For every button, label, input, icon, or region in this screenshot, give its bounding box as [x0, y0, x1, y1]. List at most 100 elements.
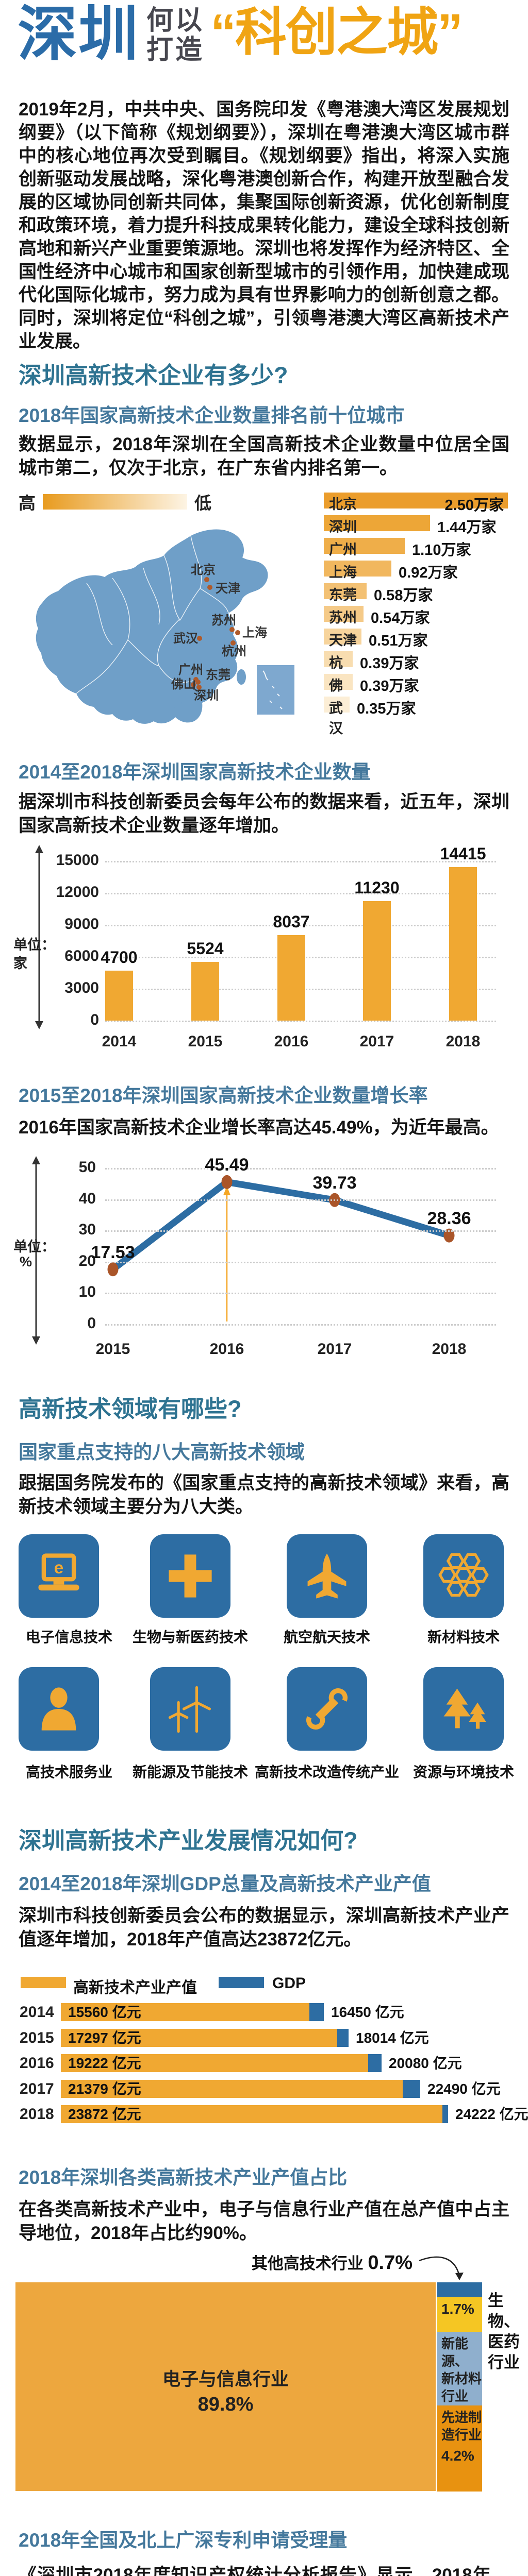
x-axis-label: 2017 — [359, 1033, 394, 1050]
output-bar — [61, 2029, 337, 2047]
body-patent-bubbles: 《深圳市2018年度知识产权统计分析报告》显示，2018年，深圳专利申请量在全国… — [19, 2565, 509, 2576]
y-tick-label: 20 — [78, 1252, 96, 1269]
top10-row: 苏州 0.54万家 — [324, 606, 528, 626]
sub-heading-enterprise-count: 2014至2018年深圳国家高新技术企业数量 — [19, 761, 371, 783]
segment-value: 1.7% — [441, 2301, 474, 2317]
field-label: 资源与环境技术 — [412, 1764, 514, 1780]
gdp-output-bar-chart: 2014 15560 亿元 16450 亿元 2015 17297 亿元 18014 亿元… — [0, 2003, 528, 2137]
unit-label-line2: 家 — [13, 956, 27, 971]
city-dot-label: 上海 — [242, 625, 267, 640]
city-dot-label: 东莞 — [206, 668, 230, 682]
field-tile-aerospace — [287, 1534, 367, 1618]
city-dot — [235, 630, 240, 635]
field-label: 生物与新医药技术 — [132, 1629, 248, 1645]
sub-heading-top10-cities: 2018年国家高新技术企业数量排名前十位城市 — [19, 405, 405, 426]
bar-value-label: 4700 — [101, 948, 138, 967]
growth-rate-line-chart: 单位： % 0 10 20 30 40 50 17.53 2015 45.49 2016 39.73… — [0, 1149, 528, 1360]
field-label: 新能源及节能技术 — [132, 1764, 248, 1780]
top10-bar: 武汉 — [324, 697, 350, 736]
y-tick-label: 10 — [78, 1283, 96, 1301]
bar-value-label: 11230 — [354, 878, 400, 897]
x-axis-label: 2015 — [188, 1033, 223, 1050]
title-kechuang-zhicheng: “科创之城” — [210, 4, 463, 61]
gridline — [105, 925, 496, 926]
city-dot-label: 广州 — [178, 663, 203, 677]
city-label: 武汉 — [329, 701, 343, 736]
output-value-label: 15560 亿元 — [68, 2004, 141, 2020]
body-top10-cities: 数据显示，2018年深圳在全国高新技术企业数量中位居全国城市第二，仅次于北京，在… — [19, 434, 509, 478]
bar — [277, 935, 305, 1021]
peak-arrow-annotation — [223, 1186, 230, 1321]
medical-cross-icon — [169, 1554, 212, 1598]
sub-heading-eight-fields: 国家重点支持的八大高新技术领域 — [19, 1442, 305, 1463]
x-axis-label: 2018 — [446, 1033, 481, 1050]
gdp-bar-segment — [442, 2105, 448, 2123]
city-dot — [195, 680, 201, 685]
top10-bar: 杭州 — [324, 651, 353, 691]
treemap-main-block: 电子与信息行业 89.8% — [15, 2282, 436, 2491]
city-dot-label: 杭州 — [222, 644, 246, 658]
output-bar — [61, 2105, 442, 2123]
year-label: 2016 — [20, 2055, 54, 2072]
city-value: 0.58万家 — [374, 587, 433, 604]
city-dot-label: 北京 — [191, 563, 216, 577]
body-gdp-output: 深圳市科技创新委员会公布的数据显示，深圳高新技术产业产值逐年增加，2018年产值… — [19, 1906, 509, 1950]
field-label: 高新技术改造传统产业 — [254, 1764, 399, 1780]
field-label: 航空航天技术 — [283, 1629, 370, 1645]
output-value-label: 17297 亿元 — [68, 2030, 141, 2046]
wind-turbine-icon — [168, 1686, 211, 1733]
person-icon — [41, 1687, 76, 1731]
top10-row: 天津 0.51万家 — [324, 629, 528, 649]
city-value: 1.44万家 — [437, 519, 497, 536]
gridline — [105, 861, 496, 862]
point-value-label: 45.49 — [205, 1155, 249, 1175]
city-label: 苏州 — [329, 610, 357, 625]
field-tile-new-energy — [150, 1667, 230, 1751]
sub-heading-patent-bubbles: 2018年全国及北上广深专利申请受理量 — [19, 2530, 348, 2551]
segment-label: 先进制 造行业 — [441, 2410, 482, 2443]
city-dot — [197, 636, 202, 641]
data-point-marker — [107, 1262, 119, 1277]
body-enterprise-count: 据深圳市科技创新委员会每年公布的数据来看，近五年，深圳国家高新技术企业数量逐年增… — [19, 792, 509, 836]
output-value-label: 19222 亿元 — [68, 2055, 141, 2071]
bar-value-label: 14415 — [440, 844, 486, 863]
gridline — [105, 1293, 496, 1295]
city-dot — [191, 682, 196, 687]
sub-heading-gdp-output: 2014至2018年深圳GDP总量及高新技术产业产值 — [19, 1873, 431, 1894]
svg-text:e: e — [54, 1558, 64, 1578]
city-value: 2.50万家 — [444, 497, 504, 514]
body-output-share: 在各类高新技术产业中，电子与信息行业产值在总产值中占主导地位，2018年占比约9… — [19, 2199, 509, 2243]
treemap-main-label: 电子与信息行业 — [162, 2369, 289, 2389]
sub-heading-output-share: 2018年深圳各类高新技术产业产值占比 — [19, 2167, 348, 2188]
china-mainland-shape — [36, 529, 268, 724]
top10-bar: 深圳 — [324, 515, 430, 535]
gdp-value-label: 24222 亿元 — [455, 2106, 528, 2122]
gridline — [105, 893, 496, 894]
y-tick-label: 3000 — [64, 979, 99, 996]
gdp-value-label: 20080 亿元 — [389, 2055, 462, 2071]
aircraft-icon — [307, 1553, 346, 1599]
annotation-bio-pharma: 生物、 医药 行业 — [488, 2292, 520, 2371]
gridline — [105, 1021, 496, 1022]
south-china-sea-inset — [257, 665, 294, 715]
gridline — [105, 1261, 496, 1263]
gdp-value-label: 18014 亿元 — [356, 2030, 429, 2046]
top10-bar: 苏州 — [324, 606, 364, 625]
city-dot-label: 佛山 — [171, 677, 196, 691]
y-tick-label: 0 — [90, 1011, 99, 1028]
hainan-island — [169, 698, 182, 708]
field-tile-hightech-services — [19, 1667, 99, 1751]
sub-heading-growth-rate: 2015至2018年深圳国家高新技术企业数量增长率 — [19, 1085, 428, 1106]
intro-paragraph: 2019年2月，中共中央、国务院印发《粤港澳大湾区发展规划纲要》（以下简称《规划… — [19, 99, 509, 351]
field-tile-electronics: e — [19, 1534, 99, 1618]
top10-bar: 佛山 — [324, 674, 353, 714]
top10-bar: 天津 — [324, 629, 361, 648]
section-heading-enterprise-count: 深圳高新技术企业有多少? — [19, 362, 288, 388]
x-axis-label: 2017 — [317, 1341, 352, 1358]
treemap-segment: 1.7% — [437, 2297, 482, 2332]
treemap-segment: 先进制 造行业 4.2% — [437, 2405, 482, 2492]
city-dot-label: 武汉 — [173, 632, 199, 646]
field-label: 高技术服务业 — [25, 1764, 112, 1780]
point-value-label: 28.36 — [427, 1209, 471, 1229]
